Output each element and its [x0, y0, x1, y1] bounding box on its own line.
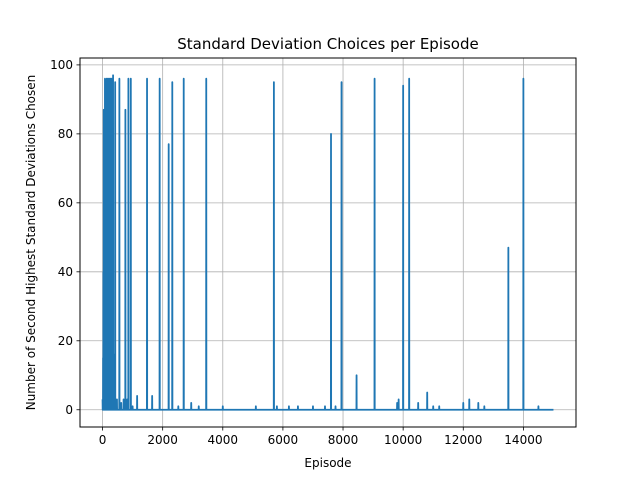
plot-area — [80, 58, 576, 427]
x-tick-label: 2000 — [147, 433, 178, 447]
chart-title: Standard Deviation Choices per Episode — [177, 35, 479, 53]
y-tick-label: 80 — [58, 127, 73, 141]
y-tick-label: 100 — [50, 58, 73, 72]
y-tick-label: 60 — [58, 196, 73, 210]
x-axis: 0 2000 4000 6000 8000 10000 12000 14000 — [99, 427, 542, 447]
y-axis-label: Number of Second Highest Standard Deviat… — [24, 75, 38, 411]
x-axis-label: Episode — [304, 456, 351, 470]
x-tick-label: 4000 — [208, 433, 239, 447]
y-axis: 0 20 40 60 80 100 — [50, 58, 80, 417]
y-tick-label: 20 — [58, 334, 73, 348]
x-tick-label: 14000 — [504, 433, 542, 447]
plot-frame — [79, 57, 577, 428]
x-tick-label: 8000 — [328, 433, 359, 447]
x-tick-label: 12000 — [444, 433, 482, 447]
y-tick-label: 40 — [58, 265, 73, 279]
x-tick-label: 6000 — [268, 433, 299, 447]
series-line — [101, 74, 554, 411]
x-tick-label: 0 — [99, 433, 107, 447]
x-tick-label: 10000 — [384, 433, 422, 447]
y-tick-label: 0 — [65, 403, 73, 417]
series-layer — [101, 74, 554, 411]
